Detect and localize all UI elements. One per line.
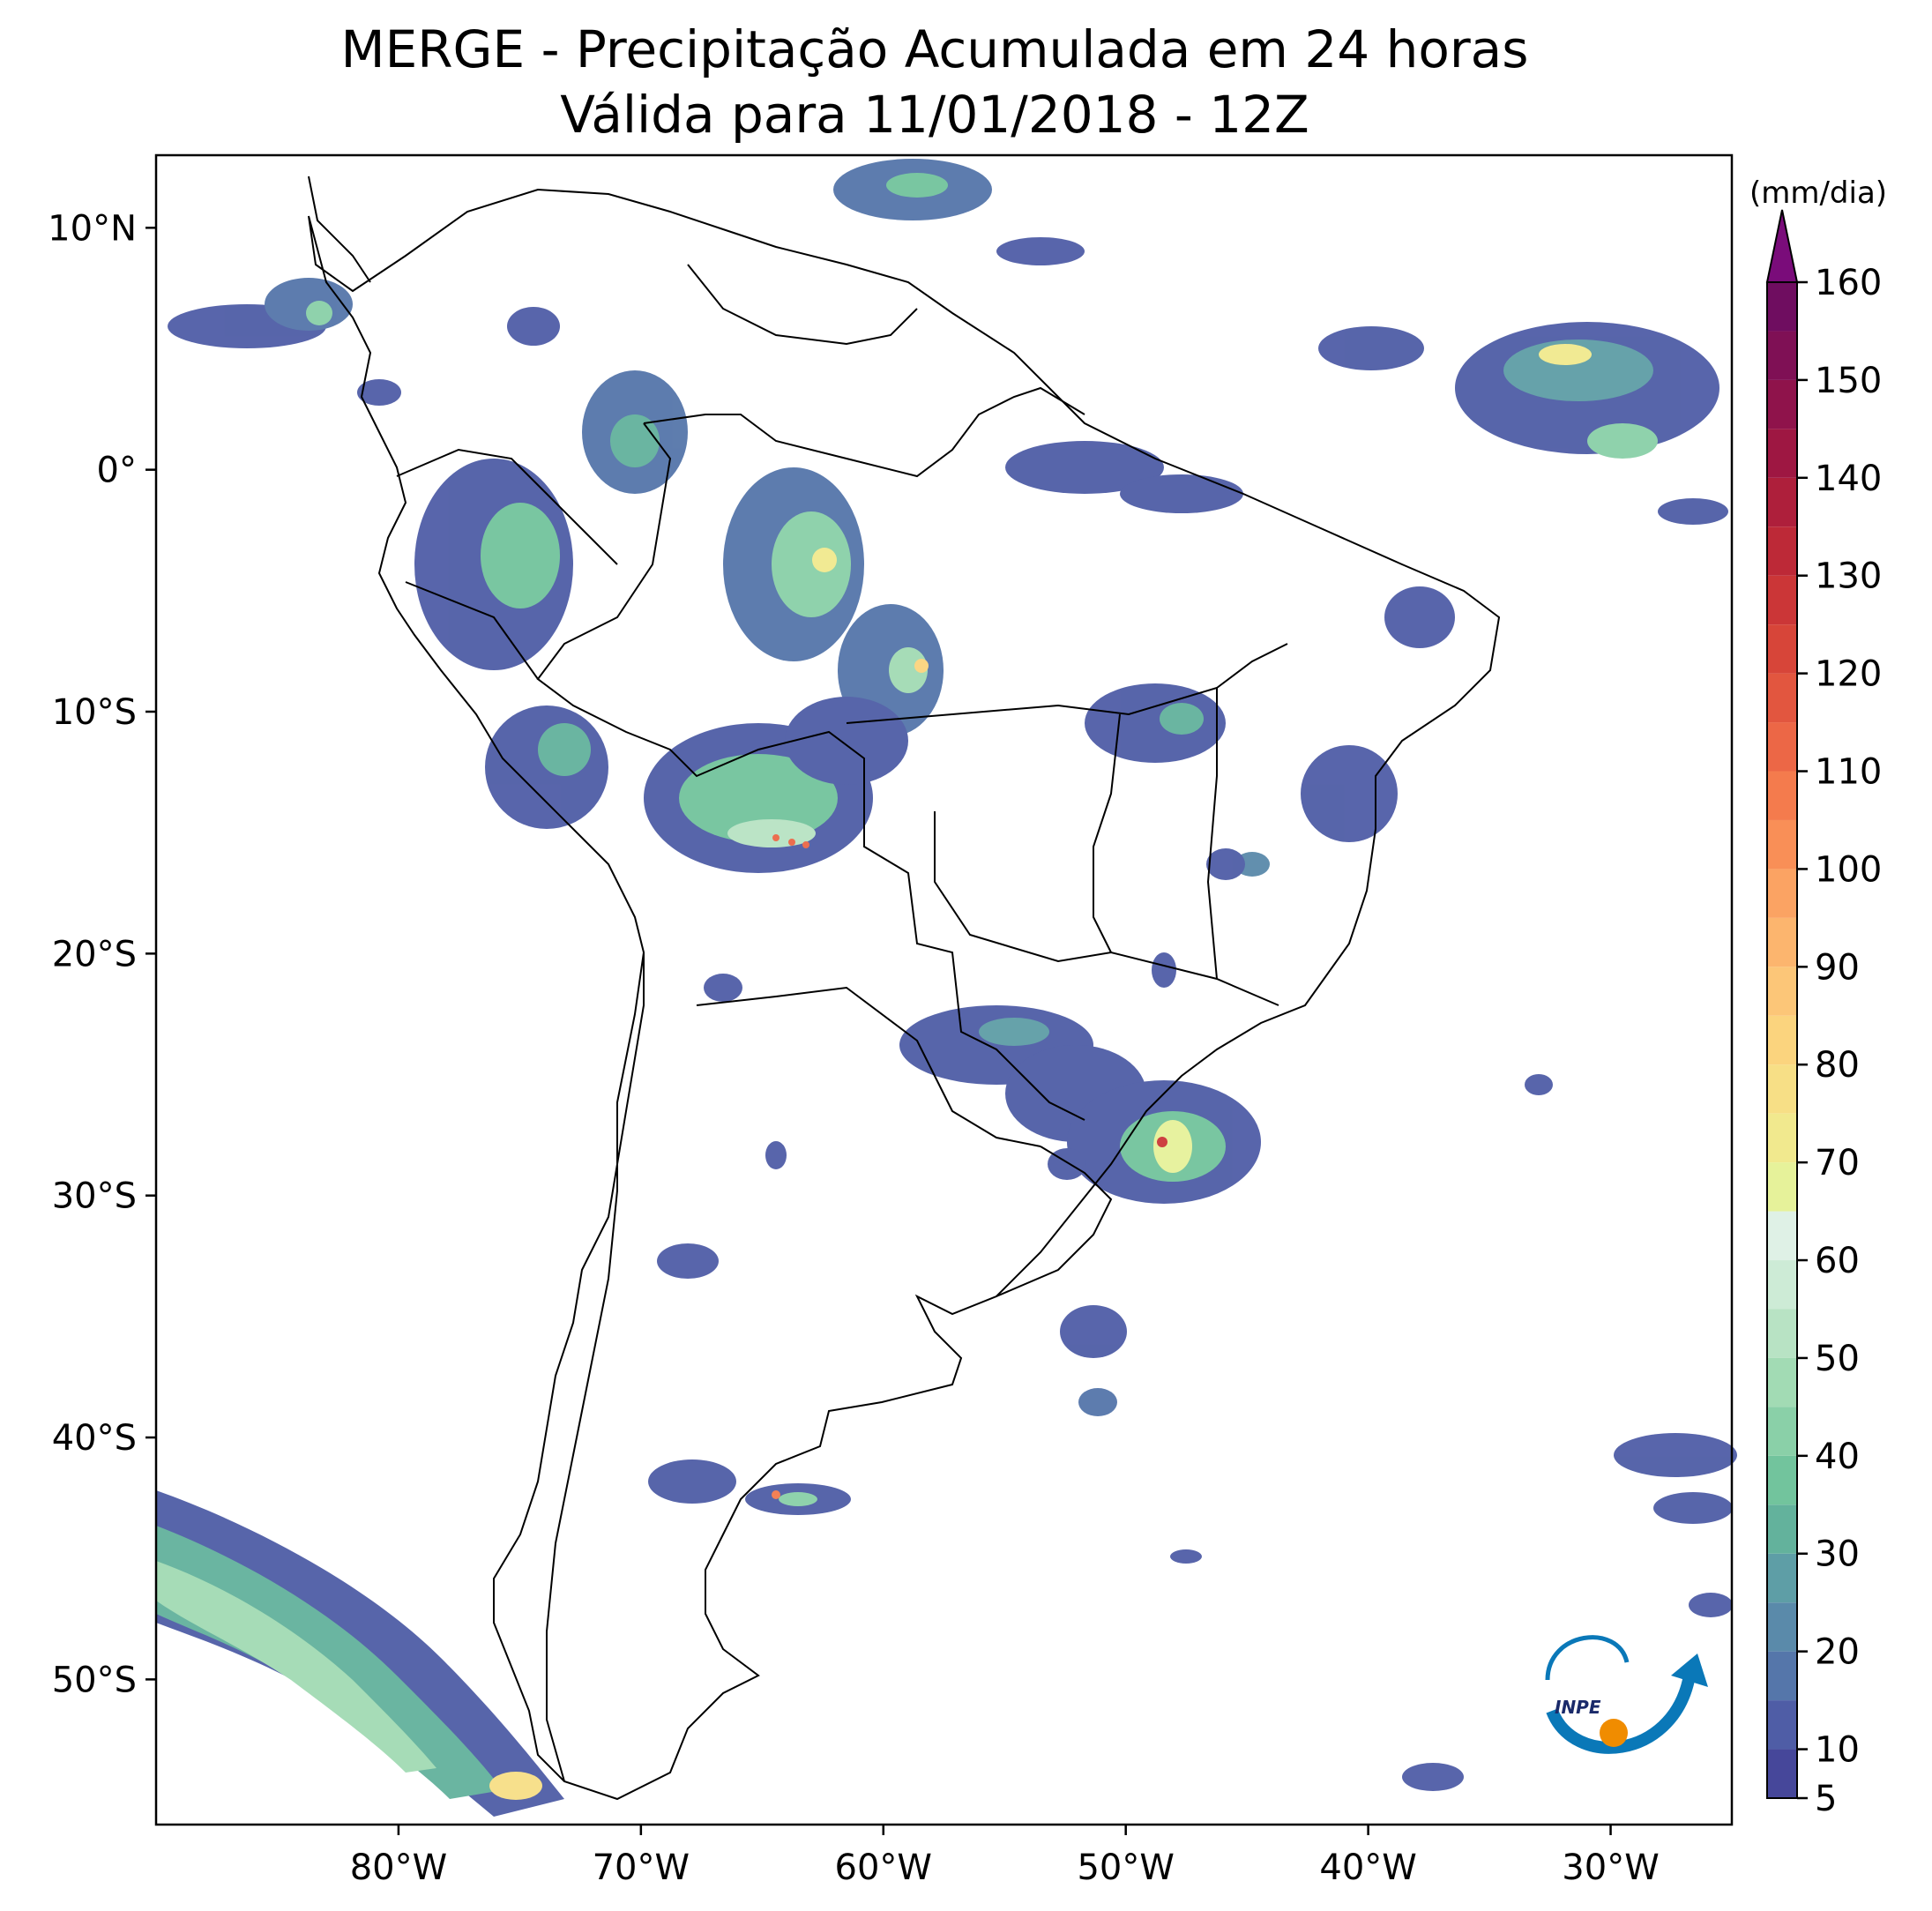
colorbar-segment (1767, 379, 1797, 429)
lat-tick-label: 0° (97, 451, 137, 491)
colorbar-tick-label: 70 (1815, 1143, 1860, 1183)
colorbar-segment (1767, 477, 1797, 527)
colorbar-tick-label: 30 (1815, 1534, 1860, 1575)
colorbar-extend-arrow (1765, 209, 1799, 283)
colorbar-tick-label: 80 (1815, 1045, 1860, 1086)
colorbar-unit-label: (mm/dia) (1749, 175, 1887, 211)
colorbar-segment (1767, 1309, 1797, 1358)
interior-borders-1 (846, 643, 1288, 724)
logo-orange-dot (1600, 1719, 1628, 1747)
colorbar-segment (1767, 1553, 1797, 1603)
map-background (156, 155, 1732, 1825)
colorbar-ticks: 5 10 20 30 40 50 60 70 80 90 100 110 120 130 140 150 160 (1797, 263, 1882, 1819)
colorbar-tick-label: 40 (1815, 1437, 1860, 1477)
colorbar-segment (1767, 1015, 1797, 1065)
colorbar-tick-label: 160 (1815, 263, 1882, 303)
colorbar-tick-label: 140 (1815, 459, 1882, 499)
colorbar-segment (1767, 771, 1797, 820)
colorbar-segment (1767, 331, 1797, 380)
colorbar-segment (1767, 1504, 1797, 1554)
logo-arc (1546, 1678, 1695, 1754)
colorbar-segment (1767, 624, 1797, 674)
brazil-western-border (536, 422, 1085, 1121)
colorbar: (mm/dia) 5 10 20 30 40 50 60 70 80 90 100 110 120 130… (1749, 175, 1887, 1819)
map-panel: 10°N 0° 10°S 20°S 30°S 40°S 50°S 80°W 70°W 60°W 5… (48, 153, 1737, 1888)
colombia-border (396, 448, 618, 565)
colorbar-segment (1767, 967, 1797, 1016)
colorbar-frame (1766, 281, 1798, 1799)
map-frame (154, 153, 1734, 1826)
colorbar-tick-label: 10 (1815, 1730, 1860, 1771)
colorbar-segment (1767, 869, 1797, 918)
colorbar-segment (1767, 1700, 1797, 1750)
logo-text: INPE (1555, 1697, 1601, 1718)
lat-tick-label: 20°S (52, 934, 137, 974)
colorbar-tick-label: 110 (1815, 752, 1882, 793)
uruguay-border (996, 1146, 1113, 1297)
longitude-ticks: 80°W 70°W 60°W 50°W 40°W 30°W (350, 1825, 1660, 1888)
colorbar-segment (1767, 1455, 1797, 1505)
argentina-chile-border (546, 952, 645, 1782)
central-america (308, 175, 371, 283)
colorbar-tick-label: 130 (1815, 556, 1882, 597)
colorbar-tick-label: 150 (1815, 361, 1882, 401)
logo-swoosh (1545, 1635, 1630, 1681)
colorbar-segment (1767, 1749, 1797, 1798)
interior-borders-4 (1206, 688, 1218, 980)
colorbar-segment (1767, 819, 1797, 870)
lon-tick-label: 40°W (1319, 1848, 1416, 1888)
argentina-north-border (696, 986, 1041, 1147)
colorbar-segment (1767, 1357, 1797, 1407)
logo-arrow-head (1671, 1653, 1708, 1687)
map-title-line1: MERGE - Precipitação Acumulada em 24 hor… (341, 19, 1529, 79)
brazil-northern-border (643, 386, 1085, 478)
lon-tick-label: 80°W (350, 1848, 447, 1888)
colorbar-tick-label: 5 (1815, 1779, 1837, 1819)
south-america-coastline (308, 188, 1501, 1801)
colorbar-segment (1767, 1064, 1797, 1114)
map-title-line2: Válida para 11/01/2018 - 12Z (560, 85, 1309, 145)
colorbar-tick-label: 90 (1815, 947, 1860, 988)
colorbar-segment (1767, 282, 1797, 332)
lat-tick-label: 40°S (52, 1418, 137, 1459)
colorbar-segment (1767, 1162, 1797, 1212)
colorbar-tick-label: 50 (1815, 1339, 1860, 1379)
inpe-logo: INPE (1545, 1635, 1708, 1754)
lat-tick-label: 50°S (52, 1660, 137, 1700)
precipitation-field (156, 159, 1737, 1817)
colorbar-segment (1767, 1260, 1797, 1310)
colorbar-segment (1767, 1602, 1797, 1652)
colorbar-segment (1767, 722, 1797, 772)
lon-tick-label: 60°W (835, 1848, 932, 1888)
colorbar-segment (1767, 429, 1797, 478)
peru-border (405, 581, 539, 680)
colorbar-segment (1767, 917, 1797, 967)
lat-tick-label: 30°S (52, 1176, 137, 1217)
colorbar-tick-label: 100 (1815, 849, 1882, 890)
latitude-ticks: 10°N 0° 10°S 20°S 30°S 40°S 50°S (48, 208, 156, 1700)
colorbar-segment (1767, 575, 1797, 625)
colorbar-tick-label: 120 (1815, 654, 1882, 695)
colorbar-tick-label: 60 (1815, 1241, 1860, 1281)
lat-tick-label: 10°N (48, 208, 137, 249)
colorbar-segment (1767, 1113, 1797, 1163)
colorbar-segment (1767, 673, 1797, 723)
lon-tick-label: 70°W (593, 1848, 690, 1888)
colorbar-segment (1767, 1407, 1797, 1456)
lat-tick-label: 10°S (52, 692, 137, 733)
lon-tick-label: 50°W (1077, 1848, 1174, 1888)
lon-tick-label: 30°W (1562, 1848, 1659, 1888)
colorbar-segment (1767, 1211, 1797, 1261)
venezuela-guyana-border (687, 264, 918, 346)
colorbar-segments (1767, 282, 1797, 1798)
colorbar-tick-label: 20 (1815, 1632, 1860, 1673)
colorbar-segment (1767, 1651, 1797, 1701)
coastlines-and-borders (308, 175, 1501, 1801)
interior-borders-3 (1093, 713, 1121, 953)
colorbar-segment (1767, 526, 1797, 576)
